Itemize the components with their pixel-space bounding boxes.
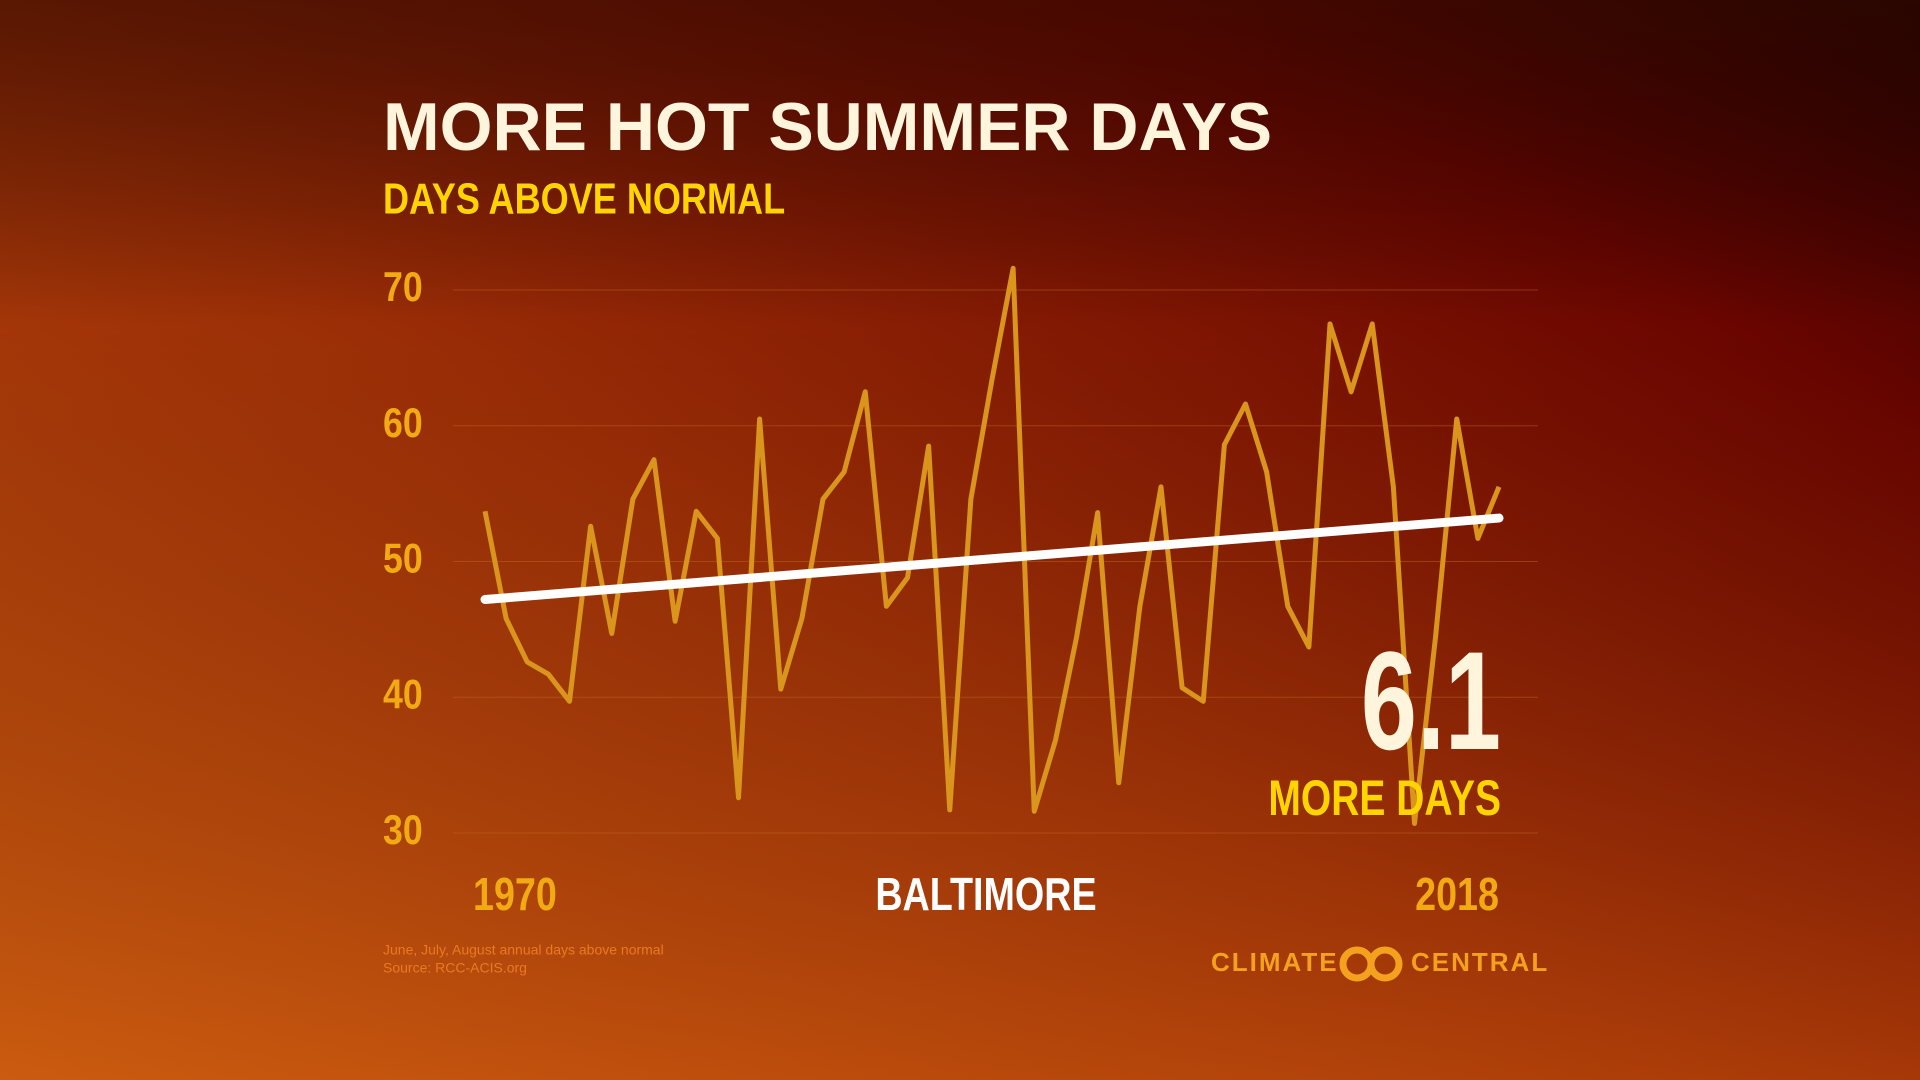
chart-title: MORE HOT SUMMER DAYS xyxy=(383,89,1272,165)
location-label: BALTIMORE xyxy=(875,869,1096,920)
logo-text: CENTRAL xyxy=(1411,947,1549,977)
chart-subtitle: DAYS ABOVE NORMAL xyxy=(383,174,785,223)
footnote: Source: RCC-ACIS.org xyxy=(383,960,527,976)
x-tick-label: 1970 xyxy=(473,869,557,920)
annotation-value: 6.1 xyxy=(1361,623,1501,779)
y-tick-label: 60 xyxy=(383,400,423,446)
annotation-label: MORE DAYS xyxy=(1268,769,1501,826)
data-line xyxy=(482,265,1502,826)
trend-line xyxy=(480,513,1504,605)
x-tick-label: 2018 xyxy=(1415,869,1499,920)
y-tick-label: 50 xyxy=(383,536,423,582)
logo-text: CLIMATE xyxy=(1211,947,1339,977)
footnote: June, July, August annual days above nor… xyxy=(383,942,664,958)
y-tick-label: 30 xyxy=(383,807,423,853)
logo-icon xyxy=(1367,946,1403,982)
y-tick-label: 70 xyxy=(383,264,423,310)
y-tick-label: 40 xyxy=(383,672,423,718)
